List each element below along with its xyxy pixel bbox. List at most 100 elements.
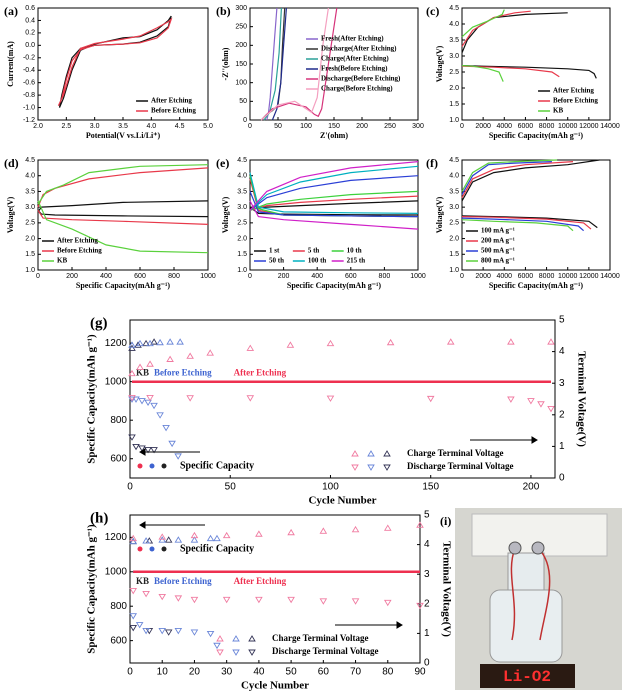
discharge-marker bbox=[416, 602, 424, 610]
discharge-marker bbox=[158, 593, 167, 601]
plot-frame bbox=[129, 514, 421, 664]
series-line bbox=[57, 17, 173, 106]
y-tick-label: 2.0 bbox=[237, 235, 247, 242]
y-tick-label: 4.5 bbox=[449, 5, 459, 12]
charge-marker bbox=[129, 534, 138, 542]
voltage-legend-label: Charge Terminal Voltage bbox=[407, 448, 504, 458]
y-tick-label: 3.5 bbox=[25, 188, 35, 195]
discharge-marker bbox=[132, 396, 140, 403]
y-tick-label: -0.2 bbox=[23, 55, 35, 62]
x-axis-label: Cycle Number bbox=[241, 680, 309, 692]
legend-label: After Etching bbox=[57, 237, 98, 245]
group-label: After Etching bbox=[234, 368, 287, 378]
x-tick-label: 50 bbox=[286, 667, 298, 678]
series-line bbox=[461, 159, 600, 229]
y-tick-label: 2.0 bbox=[449, 235, 459, 242]
y-tick-label: 1.5 bbox=[25, 251, 35, 258]
charge-marker bbox=[287, 528, 295, 536]
y2-axis-label: Terminal Voltage(V) bbox=[575, 351, 587, 447]
y2-axis-label: Terminal Voltage(V) bbox=[440, 541, 452, 637]
charge-marker bbox=[286, 341, 295, 348]
y-tick-label: 1.5 bbox=[449, 101, 459, 108]
legend-label: Before Etching bbox=[553, 97, 598, 105]
panel-label: (d) bbox=[4, 156, 19, 170]
x-tick-label: 400 bbox=[311, 273, 323, 280]
charge-marker bbox=[190, 531, 199, 539]
group-label: Before Etching bbox=[154, 576, 212, 586]
x-tick-label: 0 bbox=[127, 482, 133, 493]
led-display bbox=[480, 664, 575, 688]
discharge-marker bbox=[507, 396, 515, 403]
group-label: After Etching bbox=[234, 576, 287, 586]
y-tick-label: 4.0 bbox=[25, 173, 35, 180]
x-tick-label: 150 bbox=[328, 123, 340, 130]
y-axis-label: Specific Capacity(mAh g⁻¹) bbox=[86, 524, 98, 654]
charge-marker bbox=[166, 338, 174, 345]
charge-marker bbox=[216, 635, 224, 642]
charge-marker bbox=[206, 349, 214, 356]
charge-marker bbox=[146, 360, 154, 367]
y2-tick-label: 5 bbox=[424, 510, 430, 521]
y2-tick-label: 0 bbox=[424, 658, 430, 669]
discharge-marker bbox=[537, 401, 545, 408]
clip bbox=[508, 541, 522, 555]
charge-marker bbox=[190, 536, 199, 543]
x-tick-label: 2000 bbox=[475, 123, 491, 130]
y-tick-label: 3.0 bbox=[449, 53, 459, 60]
y-tick-label: 1200 bbox=[105, 532, 128, 543]
y-tick-label: 4.5 bbox=[237, 157, 247, 164]
x-tick-label: 8000 bbox=[539, 273, 555, 280]
legend-label: Discharge(Before Etching) bbox=[321, 75, 401, 83]
x-axis-label: Specific Capacity(mAh g⁻¹) bbox=[489, 131, 584, 140]
series-line bbox=[271, 7, 287, 121]
charge-marker bbox=[367, 450, 375, 457]
charge-marker bbox=[351, 450, 359, 457]
charge-marker bbox=[128, 341, 136, 348]
charge-marker bbox=[446, 338, 455, 345]
y-tick-label: 1.0 bbox=[449, 267, 459, 274]
legend-label: Fresh(After Etching) bbox=[321, 35, 384, 43]
discharge-marker bbox=[367, 464, 375, 471]
legend-dot bbox=[137, 463, 143, 469]
discharge-marker bbox=[129, 588, 138, 595]
discharge-marker bbox=[326, 395, 335, 402]
x-tick-label: 10000 bbox=[558, 123, 578, 130]
y-tick-label: -0.4 bbox=[23, 67, 35, 74]
x-axis-label: Specific Capacity(mAh g⁻¹) bbox=[489, 281, 584, 290]
discharge-marker bbox=[138, 398, 146, 405]
charge-marker bbox=[547, 338, 555, 345]
legend-label: Before Etching bbox=[151, 107, 196, 115]
discharge-marker bbox=[190, 596, 199, 604]
discharge-marker bbox=[135, 622, 144, 629]
series-line bbox=[249, 161, 419, 230]
y-tick-label: 150 bbox=[235, 61, 247, 68]
y-tick-label: 3.5 bbox=[237, 188, 247, 195]
charge-marker bbox=[142, 537, 150, 544]
y-tick-label: 1200 bbox=[105, 338, 128, 349]
discharge-marker bbox=[383, 599, 392, 607]
discharge-marker bbox=[248, 649, 256, 656]
charge-marker bbox=[383, 524, 392, 531]
y-axis-label: Voltage(V) bbox=[6, 196, 15, 233]
charge-marker bbox=[206, 534, 215, 542]
legend-dot bbox=[149, 546, 155, 552]
discharge-marker bbox=[186, 395, 194, 402]
x-tick-label: 50 bbox=[225, 482, 237, 493]
x-tick-label: 3.5 bbox=[118, 123, 128, 130]
panel-label: (a) bbox=[4, 4, 18, 18]
y-tick-label: 1000 bbox=[105, 566, 128, 577]
photo: Li-O2 (i) bbox=[440, 508, 622, 690]
x-tick-label: 12000 bbox=[579, 123, 599, 130]
y-tick-label: 800 bbox=[110, 415, 127, 426]
arrow bbox=[139, 448, 200, 456]
x-tick-label: 250 bbox=[384, 123, 396, 130]
x-axis-label: Z'(ohm) bbox=[320, 131, 348, 140]
discharge-marker bbox=[144, 399, 152, 407]
y2-tick-label: 4 bbox=[424, 539, 430, 550]
discharge-marker bbox=[129, 613, 138, 620]
discharge-marker bbox=[162, 424, 170, 432]
x-tick-label: 800 bbox=[168, 273, 180, 280]
charge-marker bbox=[351, 525, 360, 533]
x-tick-label: 50 bbox=[274, 123, 282, 130]
discharge-marker bbox=[150, 402, 158, 410]
